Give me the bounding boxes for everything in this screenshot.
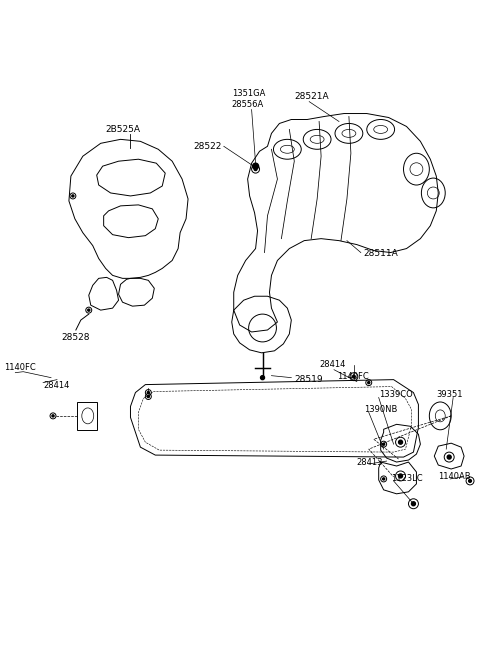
Text: 28556A: 28556A <box>232 100 264 109</box>
Text: 1140FC: 1140FC <box>337 372 369 381</box>
Text: 2B525A: 2B525A <box>105 125 140 134</box>
Circle shape <box>147 396 149 397</box>
Text: 28511A: 28511A <box>364 249 398 258</box>
Circle shape <box>398 474 403 478</box>
Text: 1390NB: 1390NB <box>364 405 397 414</box>
Circle shape <box>398 440 403 444</box>
Text: 1123LC: 1123LC <box>391 474 422 484</box>
Circle shape <box>88 309 90 311</box>
Circle shape <box>261 376 264 380</box>
Text: 28521A: 28521A <box>294 92 329 101</box>
Circle shape <box>383 478 384 480</box>
Text: 28414: 28414 <box>43 381 70 390</box>
Circle shape <box>252 163 259 169</box>
Circle shape <box>368 382 370 384</box>
Text: 1140FC: 1140FC <box>4 363 36 373</box>
Circle shape <box>147 392 149 394</box>
Circle shape <box>447 455 451 459</box>
Text: 1339CO: 1339CO <box>379 390 412 399</box>
Text: 28522: 28522 <box>193 142 222 151</box>
Text: 1351GA: 1351GA <box>232 89 265 98</box>
Text: 1140AB: 1140AB <box>438 472 471 482</box>
Circle shape <box>383 443 384 445</box>
Circle shape <box>468 480 471 482</box>
Circle shape <box>411 502 415 506</box>
Circle shape <box>52 415 54 417</box>
Circle shape <box>72 195 74 197</box>
Text: 39351: 39351 <box>436 390 463 399</box>
Circle shape <box>352 375 355 378</box>
Text: 28413: 28413 <box>357 457 384 466</box>
Text: 28519: 28519 <box>294 375 323 384</box>
Circle shape <box>254 168 257 171</box>
Text: 28528: 28528 <box>61 334 89 342</box>
Text: 28414: 28414 <box>319 360 346 369</box>
